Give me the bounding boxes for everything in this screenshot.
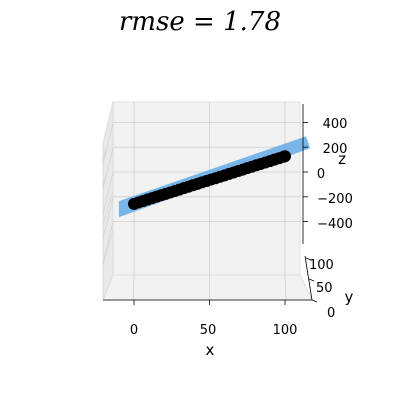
z-grid-line-side — [102, 221, 114, 264]
data-point — [279, 150, 291, 163]
data-points — [128, 150, 291, 210]
y-tick-mark — [305, 257, 312, 261]
chart-title: rmse = 1.78 — [119, 7, 281, 37]
x-grid-line-floor — [284, 274, 287, 301]
y-tick-mark — [308, 278, 315, 282]
y-axis-line — [304, 255, 313, 301]
x-grid-line-floor — [132, 274, 135, 301]
z-grid-line-side — [102, 196, 114, 239]
y-tick-label: 0 — [327, 306, 335, 321]
x-axis-label: x — [206, 341, 215, 359]
y-grid-line — [102, 124, 114, 161]
z-grid-line-side — [102, 171, 114, 215]
floor-pane — [102, 274, 313, 301]
y-grid-line — [102, 149, 114, 186]
z-tick-label: 200 — [323, 142, 348, 157]
y-tick-mark — [311, 299, 318, 303]
z-tick-labels: 400 200 0 −200 −400 — [317, 117, 353, 232]
x-tick-labels: 0 50 100 — [130, 323, 298, 338]
x-tick-label: 0 — [130, 323, 138, 338]
tick-marks — [133, 122, 318, 305]
z-tick-label: −200 — [317, 192, 353, 207]
z-tick-label: 0 — [317, 167, 325, 182]
z-axis-label: z — [338, 150, 346, 168]
z-tick-label: −400 — [317, 217, 353, 232]
y-tick-labels: 0 50 100 — [309, 258, 335, 321]
x-tick-label: 50 — [200, 323, 217, 338]
y-axis-label: y — [345, 288, 354, 306]
back-pane — [102, 101, 313, 301]
back-wall — [112, 101, 301, 276]
z-tick-label: 400 — [323, 117, 348, 132]
axis-frame — [103, 104, 313, 301]
y-tick-label: 100 — [309, 258, 334, 273]
y-tick-label: 50 — [316, 281, 333, 296]
y-grid-line — [102, 189, 114, 226]
x-tick-label: 100 — [273, 323, 298, 338]
y-grid-line — [102, 229, 114, 266]
